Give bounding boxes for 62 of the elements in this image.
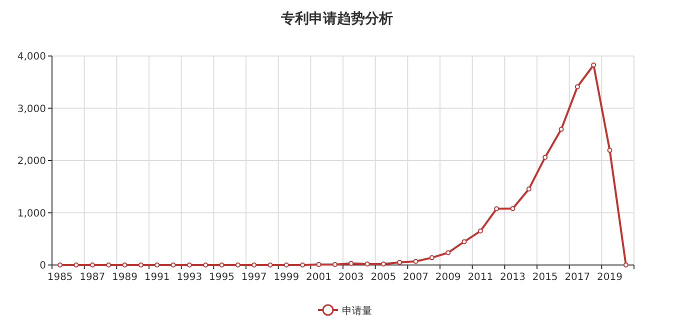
x-tick-label: 2001 — [306, 272, 332, 283]
point — [462, 239, 467, 244]
point — [170, 262, 176, 268]
legend-label: 申请量 — [342, 305, 372, 317]
point — [510, 206, 516, 212]
x-tick-label: 2015 — [532, 272, 558, 283]
x-tick-label: 1995 — [209, 272, 234, 283]
point — [284, 262, 289, 268]
x-tick-label: 2003 — [338, 272, 364, 283]
point — [316, 262, 322, 267]
chart-title: 专利申请趋势分析 — [280, 10, 393, 27]
x-tick-label: 1985 — [47, 272, 73, 283]
x-tick-label: 2017 — [564, 272, 590, 283]
point — [542, 154, 548, 160]
y-tick-label: 4,000 — [17, 52, 46, 62]
point — [106, 262, 112, 268]
point — [58, 262, 63, 268]
point — [154, 262, 160, 268]
legend: 申请量 — [318, 304, 372, 317]
x-tick-label: 1999 — [274, 272, 300, 283]
point — [380, 261, 386, 266]
x-tick-label: 2013 — [500, 272, 526, 283]
y-tick-label: 1,000 — [17, 208, 46, 220]
point — [268, 262, 273, 268]
x-tick-label: 2011 — [468, 272, 494, 283]
x-tick-label: 2005 — [370, 272, 396, 283]
y-tick-label: 3,000 — [17, 104, 46, 115]
point — [526, 186, 532, 192]
point — [235, 262, 240, 268]
x-tick-label: 2019 — [597, 272, 622, 283]
point — [574, 84, 580, 90]
x-tick-label: 1993 — [176, 272, 202, 283]
point — [138, 262, 144, 268]
x-tick-label: 2009 — [435, 272, 461, 283]
point — [203, 262, 208, 268]
point — [413, 258, 418, 264]
point — [623, 262, 628, 268]
point — [300, 262, 306, 268]
y-tick-label: 2,000 — [17, 156, 46, 167]
x-tick-label: 1989 — [112, 272, 138, 283]
point — [219, 262, 224, 268]
point — [397, 260, 402, 265]
point — [252, 262, 257, 268]
point — [122, 262, 128, 268]
x-tick-label: 1997 — [241, 272, 267, 283]
point — [332, 262, 338, 267]
point — [186, 262, 192, 268]
point — [607, 148, 612, 153]
point — [591, 62, 596, 68]
point — [90, 262, 95, 268]
point — [364, 261, 370, 266]
point — [494, 206, 500, 212]
point — [429, 255, 434, 260]
x-tick-label: 1991 — [144, 272, 170, 283]
y-tick-label: 0 — [40, 260, 46, 272]
point — [446, 250, 451, 256]
x-tick-label: 1987 — [80, 272, 106, 283]
point — [348, 260, 354, 266]
point — [478, 228, 483, 234]
x-tick-label: 2007 — [403, 272, 428, 283]
point — [558, 126, 564, 132]
point — [74, 262, 79, 268]
